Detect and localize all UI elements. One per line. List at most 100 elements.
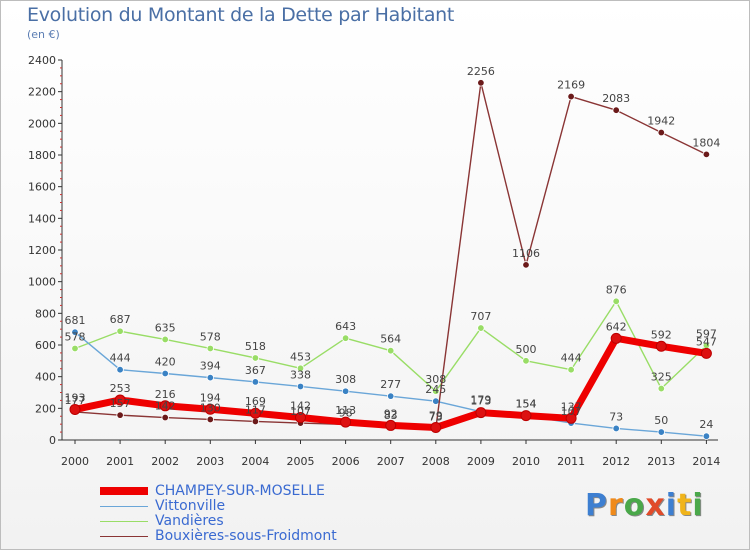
y-minor-tick (60, 399, 62, 401)
logo-letter: t (677, 488, 693, 523)
data-label: 444 (561, 352, 582, 365)
data-point (657, 128, 665, 137)
data-point (432, 387, 440, 395)
data-point (612, 297, 620, 305)
data-point (610, 332, 622, 344)
data-point (161, 413, 169, 422)
legend-label: CHAMPEY-SUR-MOSELLE (155, 483, 325, 499)
data-point (296, 382, 305, 391)
x-tick-label: 2012 (602, 455, 630, 468)
legend-swatch (100, 487, 148, 495)
legend-swatch (100, 521, 148, 522)
x-tick-label: 2002 (151, 455, 179, 468)
data-label: 578 (65, 330, 86, 343)
x-tick-label: 2003 (196, 455, 224, 468)
y-tick-label: 800 (35, 307, 56, 320)
data-point (251, 378, 260, 386)
data-label: 194 (200, 391, 221, 404)
x-tick-label: 2011 (557, 455, 585, 468)
data-point (477, 79, 485, 87)
x-tick-label: 2009 (467, 455, 495, 468)
data-label: 420 (155, 356, 176, 369)
data-point (204, 403, 216, 415)
data-point (387, 347, 395, 355)
x-tick-label: 2014 (692, 455, 720, 468)
data-label: 107 (561, 405, 582, 418)
data-point (340, 416, 352, 428)
y-tick-label: 1000 (28, 276, 56, 289)
x-tick-label: 2004 (241, 455, 269, 468)
data-point (206, 373, 214, 382)
logo-letter: i (692, 488, 704, 523)
y-minor-tick (60, 336, 62, 338)
data-label: 117 (245, 403, 266, 416)
data-point (206, 415, 214, 424)
y-minor-tick (60, 83, 62, 85)
data-label: 1942 (647, 115, 675, 128)
data-label: 643 (335, 320, 356, 333)
y-minor-tick (60, 130, 62, 132)
logo-letter: i (665, 488, 678, 523)
data-label: 642 (606, 320, 627, 333)
data-label: 154 (516, 398, 537, 411)
data-label: 308 (335, 373, 356, 386)
data-label: 157 (110, 397, 131, 410)
y-minor-tick (60, 273, 62, 275)
y-minor-tick (60, 415, 62, 417)
data-label: 2169 (557, 79, 585, 92)
data-label: 564 (380, 333, 401, 346)
x-tick-label: 2005 (287, 455, 315, 468)
data-label: 92 (384, 407, 398, 420)
data-point (430, 421, 442, 433)
data-point (341, 334, 350, 342)
y-minor-tick (60, 99, 62, 101)
series-line (74, 82, 708, 430)
data-label: 50 (654, 414, 668, 427)
y-minor-tick (60, 170, 62, 172)
data-label: 169 (245, 395, 266, 408)
y-minor-tick (60, 360, 62, 362)
data-point (520, 410, 532, 422)
data-label: 73 (429, 410, 443, 423)
logo-letter: P (585, 488, 608, 523)
y-minor-tick (60, 297, 62, 298)
y-minor-tick (60, 194, 62, 196)
y-minor-tick (60, 241, 62, 243)
data-point (159, 400, 171, 412)
logo-letter: o (623, 488, 646, 523)
y-minor-tick (60, 209, 62, 211)
chart-title: Evolution du Montant de la Dette par Hab… (27, 4, 455, 26)
data-label: 98 (339, 406, 353, 419)
y-tick-label: 0 (49, 434, 56, 447)
chart-unit-label: (en €) (27, 28, 60, 41)
data-label: 592 (651, 328, 672, 341)
legend-label: Bouxières-sous-Froidmont (155, 528, 337, 544)
data-label: 2083 (602, 92, 630, 105)
data-label: 547 (696, 335, 717, 348)
data-label: 79 (429, 409, 443, 422)
data-point (700, 347, 712, 359)
data-point (71, 344, 79, 353)
legend-label: Vittonville (155, 498, 226, 514)
y-tick-label: 200 (35, 402, 56, 415)
data-point (567, 92, 575, 101)
y-tick-label: 2400 (28, 54, 56, 67)
data-label: 179 (470, 394, 491, 407)
y-minor-tick (60, 392, 62, 393)
x-tick-label: 2006 (332, 455, 360, 468)
data-label: 245 (425, 383, 446, 396)
data-point (69, 403, 81, 415)
data-point (612, 106, 620, 114)
data-label: 154 (516, 398, 537, 411)
x-tick-label: 2001 (106, 455, 134, 468)
y-tick-label: 600 (35, 339, 56, 352)
x-tick-label: 2013 (647, 455, 675, 468)
y-minor-tick (60, 320, 62, 322)
data-label: 137 (561, 400, 582, 413)
data-point (567, 366, 575, 374)
y-tick-label: 1400 (28, 212, 56, 225)
y-tick-label: 1200 (28, 244, 56, 257)
data-point (702, 150, 711, 159)
y-minor-tick (60, 75, 62, 77)
